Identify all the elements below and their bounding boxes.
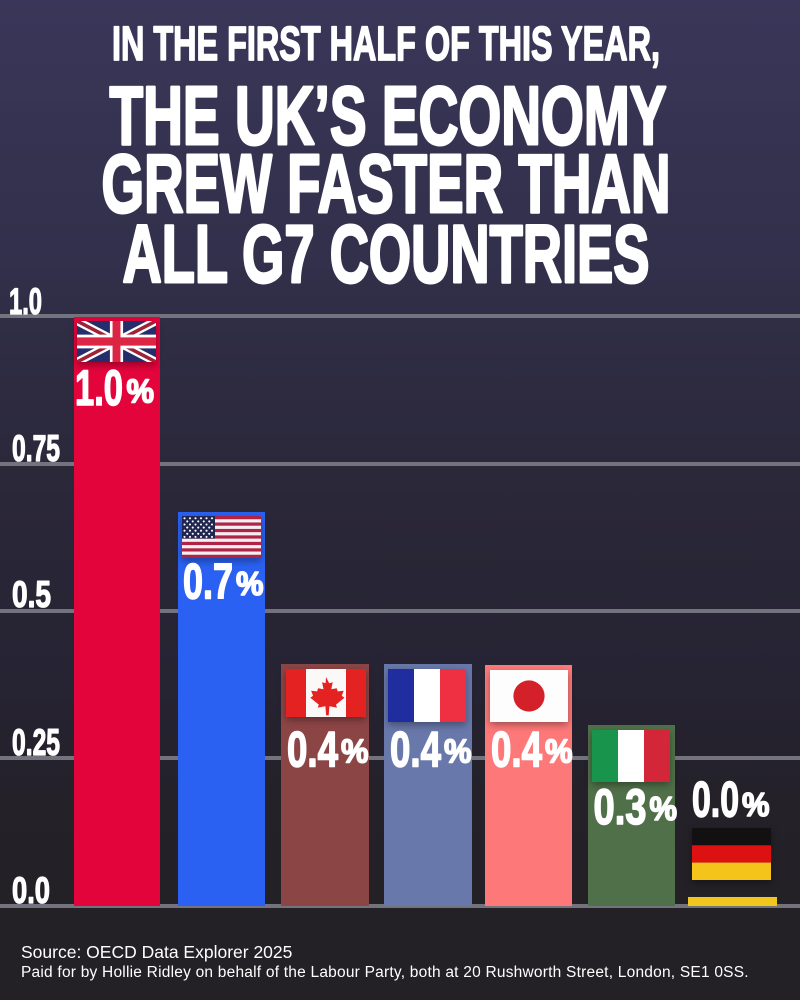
svg-text:0.75: 0.75 [12, 428, 60, 469]
svg-text:0.0: 0.0 [692, 772, 739, 828]
svg-text:THE UK’S ECONOMY: THE UK’S ECONOMY [110, 69, 667, 162]
svg-text:0.0: 0.0 [12, 870, 50, 911]
svg-text:%: % [236, 565, 264, 602]
svg-text:0.5: 0.5 [12, 574, 51, 615]
svg-text:%: % [127, 373, 155, 410]
svg-text:0.4: 0.4 [287, 722, 338, 778]
svg-text:%: % [650, 790, 678, 827]
svg-text:IN THE FIRST HALF OF THIS YEAR: IN THE FIRST HALF OF THIS YEAR, [112, 18, 660, 71]
svg-text:ALL G7 COUNTRIES: ALL G7 COUNTRIES [123, 209, 650, 300]
svg-text:1.0: 1.0 [75, 360, 123, 416]
svg-text:GREW FASTER THAN: GREW FASTER THAN [102, 137, 671, 230]
svg-text:1.0: 1.0 [9, 281, 42, 322]
svg-text:0.7: 0.7 [183, 554, 233, 610]
svg-text:%: % [341, 733, 369, 770]
svg-text:0.4: 0.4 [491, 722, 542, 778]
svg-text:0.25: 0.25 [12, 722, 60, 763]
svg-text:%: % [444, 733, 472, 770]
svg-text:%: % [742, 786, 770, 823]
svg-text:0.3: 0.3 [594, 779, 647, 835]
svg-text:%: % [545, 733, 573, 770]
svg-text:0.4: 0.4 [390, 722, 441, 778]
